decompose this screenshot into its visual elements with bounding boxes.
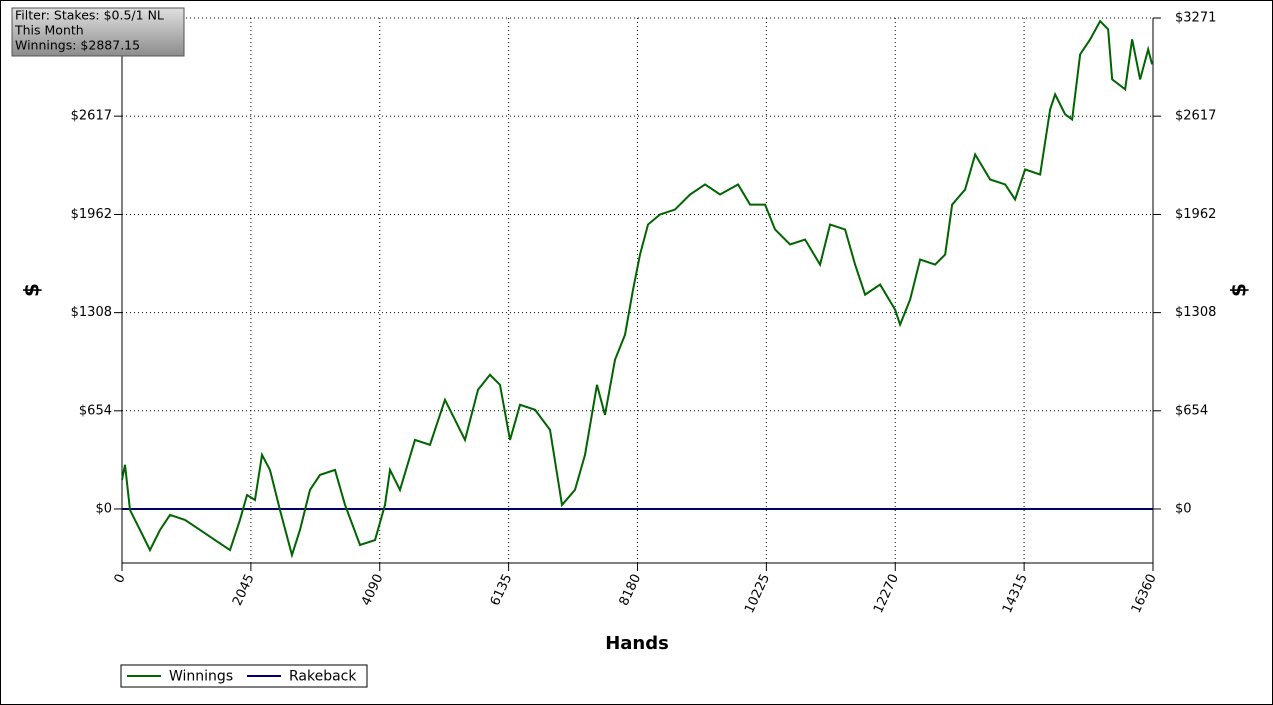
info-text: Winnings: $2887.15	[15, 38, 140, 53]
x-axis-label: Hands	[605, 633, 669, 654]
y-tick-label: $654	[79, 403, 112, 418]
y-tick-label: $2617	[71, 109, 112, 124]
y2-tick-label: $2617	[1175, 109, 1216, 124]
y-tick-label: $1962	[71, 207, 112, 222]
y-axis-label: $	[20, 283, 44, 297]
y2-axis-label: $	[1227, 283, 1251, 297]
y2-tick-label: $1962	[1175, 207, 1216, 222]
y2-tick-label: $3271	[1175, 11, 1216, 26]
legend-label: Winnings	[169, 669, 233, 685]
y-tick-label: $1308	[71, 305, 112, 320]
y2-tick-label: $654	[1175, 403, 1208, 418]
series-line	[121, 19, 1154, 559]
info-text: Filter: Stakes: $0.5/1 NL	[15, 8, 164, 23]
legend-label: Rakeback	[289, 669, 357, 685]
y2-tick-label: $0	[1175, 501, 1192, 516]
info-text: This Month	[14, 23, 84, 38]
y2-tick-label: $1308	[1175, 305, 1216, 320]
info-box	[11, 7, 185, 57]
y-tick-label: $0	[95, 501, 112, 516]
legend-box	[120, 664, 368, 688]
